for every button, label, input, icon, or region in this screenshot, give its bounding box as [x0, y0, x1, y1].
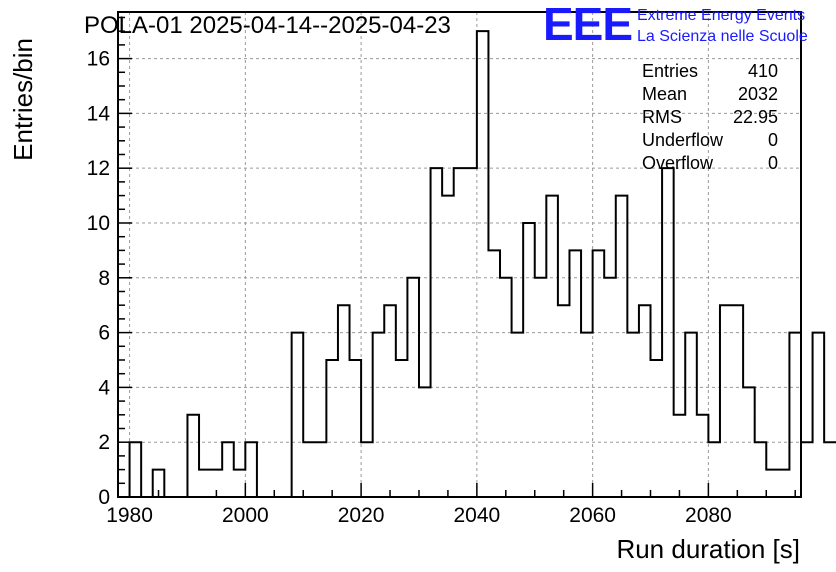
- y-tick-label-1: 2: [98, 431, 110, 454]
- stat-value-rms: 22.95: [733, 107, 778, 127]
- x-tick-label-3: 2040: [454, 504, 501, 527]
- logo-line2: La Scienza nelle Scuole: [637, 28, 808, 45]
- y-tick-label-5: 10: [87, 212, 110, 235]
- stat-label-rms: RMS: [642, 107, 682, 127]
- y-axis-label: Entries/bin: [8, 38, 38, 161]
- x-tick-label-0: 1980: [106, 504, 153, 527]
- x-tick-label-4: 2060: [569, 504, 616, 527]
- plot-frame: [117, 11, 802, 498]
- x-axis-label: Run duration [s]: [616, 534, 800, 564]
- grid-lines: [118, 12, 801, 497]
- y-tick-label-7: 14: [87, 102, 111, 125]
- logo-line1: Extreme Energy Events: [637, 7, 805, 24]
- stat-label-mean: Mean: [642, 84, 687, 104]
- x-tick-label-1: 2000: [222, 504, 269, 527]
- y-tick-label-4: 8: [98, 267, 110, 290]
- x-tick-label-5: 2080: [685, 504, 732, 527]
- stat-label-entries: Entries: [642, 61, 698, 81]
- stat-value-entries: 410: [748, 61, 778, 81]
- stat-value-mean: 2032: [738, 84, 778, 104]
- y-tick-label-6: 12: [87, 157, 110, 180]
- y-axis: 0 2 4 6 8 10 12 14 16: [87, 16, 132, 509]
- x-axis: 1980 2000 2020 2040 2060 2080: [106, 483, 796, 527]
- histogram-line: [118, 30, 836, 498]
- logo: EEE Extreme Energy Events La Scienza nel…: [543, 0, 808, 50]
- y-tick-label-8: 16: [87, 48, 110, 71]
- y-tick-label-0: 0: [98, 486, 110, 509]
- logo-mark: EEE: [543, 0, 632, 50]
- stat-value-underflow: 0: [768, 130, 778, 150]
- x-tick-label-2: 2020: [338, 504, 385, 527]
- stats-box: Entries 410 Mean 2032 RMS 22.95 Underflow 0 Over…: [642, 61, 778, 173]
- chart-title: POLA-01 2025-04-14--2025-04-23: [84, 12, 451, 39]
- y-tick-label-3: 6: [98, 322, 110, 345]
- stat-label-underflow: Underflow: [642, 130, 724, 150]
- y-tick-label-2: 4: [98, 376, 110, 399]
- stat-value-overflow: 0: [768, 153, 778, 173]
- stat-label-overflow: Overflow: [642, 153, 714, 173]
